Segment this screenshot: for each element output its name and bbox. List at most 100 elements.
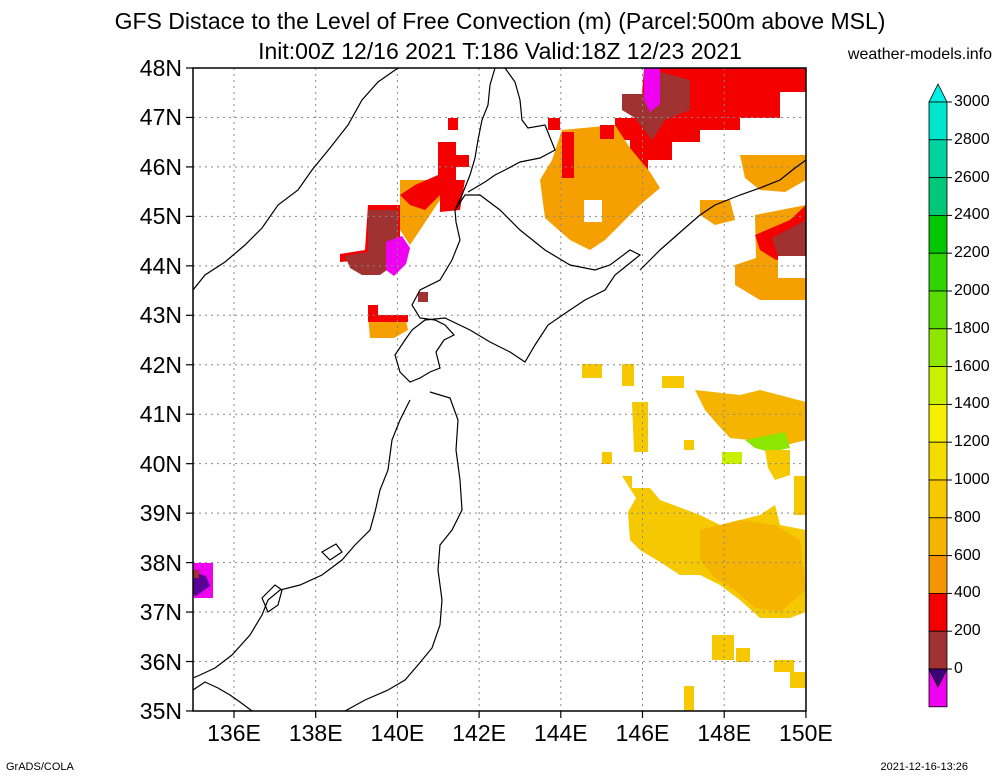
- longitude-label: 138E: [288, 720, 343, 746]
- footer-timestamp: 2021-12-16-13:26: [880, 761, 968, 773]
- colorbar-label: 400: [954, 584, 981, 602]
- colorbar-swatch: [928, 252, 948, 292]
- colorbar-label: 2800: [954, 130, 990, 148]
- field-patch-yellow-16: [684, 686, 694, 711]
- field-layer: [193, 68, 806, 711]
- field-patch-red-ne4: [600, 125, 614, 139]
- colorbar-swatch: [928, 328, 948, 367]
- coast-sado: [321, 543, 343, 561]
- field-patch-yellow-9: [794, 476, 806, 515]
- colorbar-label: 2400: [954, 206, 990, 224]
- colorbar-label: 2600: [954, 168, 990, 186]
- colorbar-swatch: [928, 290, 948, 330]
- field-patch-magenta-ne: [644, 68, 660, 112]
- field-patch-red-nw: [400, 142, 465, 212]
- field-patch-yellow-8: [765, 450, 790, 480]
- field-patch-orange-e: [740, 155, 806, 192]
- coast-kurils: [639, 159, 806, 271]
- latitude-label: 47N: [139, 104, 182, 131]
- coast-hokkaido: [394, 194, 642, 383]
- field-patch-red-43n: [368, 305, 408, 322]
- map-frame: [192, 67, 807, 712]
- longitude-label: 144E: [533, 720, 588, 746]
- latitude-label: 44N: [139, 252, 182, 279]
- colorbar-label: 2200: [954, 244, 990, 262]
- colorbar-label: 600: [954, 546, 981, 564]
- coast-noto: [261, 584, 283, 613]
- latitude-label: 35N: [139, 697, 182, 724]
- longitude-label: 140E: [370, 720, 425, 746]
- colorbar-label: 1800: [954, 319, 990, 337]
- colorbar-swatch: [928, 101, 948, 141]
- latitude-label: 45N: [139, 203, 182, 230]
- colorbar-label: 1600: [954, 357, 990, 375]
- field-patch-brown-43n: [418, 292, 428, 302]
- coastlines: [193, 68, 806, 711]
- longitude-label: 148E: [697, 720, 752, 746]
- field-patch-orange-11: [700, 520, 806, 612]
- coast-honshu-east: [344, 391, 463, 711]
- colorbar-bottom-arrow: [928, 668, 948, 688]
- field-patch-yellow-1: [582, 364, 602, 378]
- longitude-label: 142E: [452, 720, 506, 746]
- field-patch-yellow-15: [790, 672, 806, 688]
- colorbar-label: 2000: [954, 282, 990, 299]
- colorbar-swatch: [928, 517, 948, 556]
- field-patch-red-nw3: [448, 118, 458, 130]
- field-patch-yellow-7: [684, 440, 694, 450]
- coast-sakhalin-east: [467, 68, 556, 193]
- colorbar-swatch: [928, 593, 948, 632]
- longitude-label: 146E: [615, 720, 670, 746]
- colorbar-swatch: [928, 139, 948, 179]
- field-patch-green-2: [722, 452, 742, 464]
- colorbar-swatch: [928, 479, 948, 519]
- colorbar-label: 1000: [954, 471, 990, 488]
- latitude-label: 48N: [139, 55, 182, 81]
- field-patch-yellow-13: [736, 648, 750, 662]
- latitude-label: 40N: [139, 450, 182, 477]
- chart-subtitle: Init:00Z 12/16 2021 T:186 Valid:18Z 12/2…: [258, 38, 742, 64]
- colorbar-label: 1400: [954, 395, 990, 413]
- field-patch-brown-nw: [345, 210, 398, 275]
- colorbar-swatch: [928, 555, 948, 594]
- latitude-label: 42N: [139, 351, 182, 378]
- coast-asia-mainland: [193, 68, 399, 291]
- colorbar-swatch: [928, 177, 948, 216]
- latitude-label: 39N: [139, 500, 182, 527]
- source-label: weather-models.info: [847, 46, 992, 63]
- latitude-label: 41N: [139, 401, 182, 428]
- coast-sakhalin-west: [454, 68, 496, 211]
- colorbar-label: 800: [954, 508, 981, 526]
- longitude-label: 136E: [207, 720, 261, 746]
- colorbar-swatch: [928, 403, 948, 443]
- latitude-label: 37N: [139, 599, 182, 626]
- colorbar-label: 1200: [954, 433, 990, 451]
- longitude-label: 150E: [779, 720, 833, 746]
- field-patch-white-e: [778, 256, 806, 278]
- field-patch-orange-e2: [700, 200, 735, 225]
- field-patch-magenta-nw: [386, 236, 410, 276]
- latitude-label: 46N: [139, 153, 182, 180]
- field-patch-brown-e: [772, 220, 806, 256]
- field-patch-white-hole: [584, 200, 602, 222]
- field-patch-brown-sw: [193, 570, 199, 578]
- field-patch-yellow-3: [662, 376, 684, 388]
- gridlines: [193, 68, 806, 711]
- field-patch-yellow-2: [622, 364, 634, 386]
- chart-title: GFS Distace to the Level of Free Convect…: [114, 8, 886, 34]
- field-patch-yellow-4: [632, 402, 648, 452]
- colorbar-swatch: [928, 441, 948, 481]
- coast-honshu-west: [193, 399, 411, 679]
- latitude-label: 38N: [139, 549, 182, 576]
- colorbar-swatch: [928, 214, 948, 254]
- colorbar-label: 3000: [954, 93, 990, 110]
- footer-left-label: GrADS/COLA: [6, 761, 74, 773]
- field-patch-red-ne2: [562, 132, 574, 178]
- colorbar: [928, 83, 952, 708]
- colorbar-swatch: [928, 630, 948, 670]
- latitude-label: 36N: [139, 648, 182, 675]
- colorbar-top-arrow: [928, 83, 948, 103]
- colorbar-label: 0: [954, 660, 963, 677]
- coast-southwest: [193, 681, 253, 711]
